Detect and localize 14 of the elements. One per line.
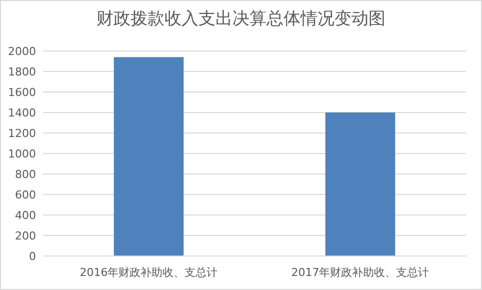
y-tick-label: 1800 <box>8 66 36 78</box>
x-tick-label: 2017年财政补助收、支总计 <box>291 266 430 279</box>
y-tick-label: 1600 <box>8 86 36 99</box>
y-tick-label: 400 <box>15 209 36 222</box>
y-tick-label: 800 <box>15 168 36 181</box>
y-tick-label: 1200 <box>8 127 36 140</box>
y-tick-label: 2000 <box>8 45 36 58</box>
y-tick-label: 1400 <box>8 106 36 120</box>
y-tick-label: 200 <box>15 230 36 242</box>
y-tick-label: 0 <box>29 250 36 263</box>
x-tick-label: 2016年财政补助收、支总计 <box>80 266 218 279</box>
chart-title: 财政拨款收入支出决算总体情况变动图 <box>96 9 386 29</box>
y-tick-label: 600 <box>15 188 36 202</box>
y-tick-label: 1000 <box>8 148 36 160</box>
